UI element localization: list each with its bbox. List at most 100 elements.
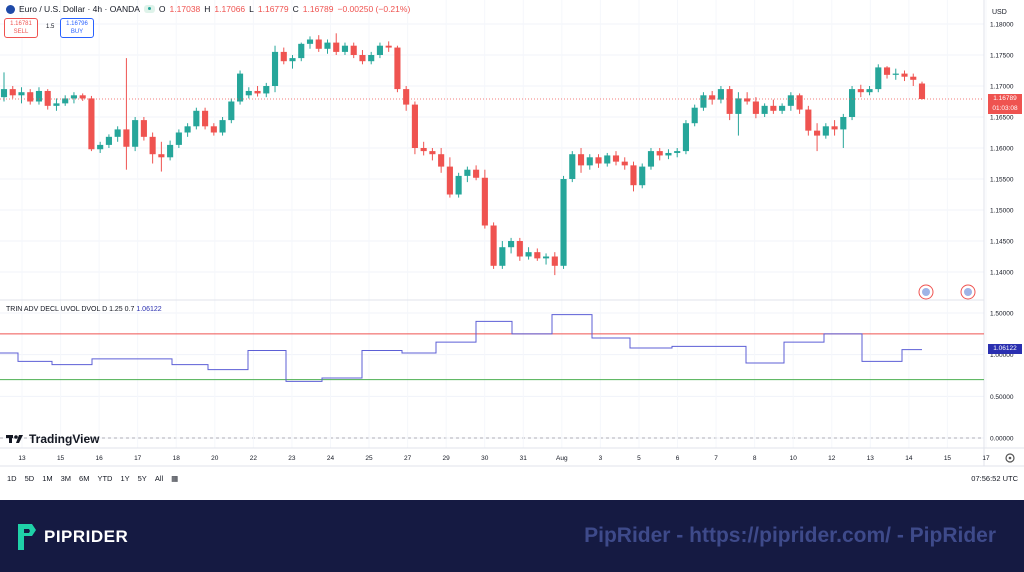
candle-body xyxy=(0,89,8,98)
spread-value: 1.5 xyxy=(46,24,55,30)
time-tick-label: 17 xyxy=(134,455,142,462)
timeframe-3m[interactable]: 3M xyxy=(60,474,72,483)
candle-body xyxy=(700,95,707,108)
candle-body xyxy=(814,130,821,136)
timeframe-1y[interactable]: 1Y xyxy=(120,474,130,483)
indicator-label[interactable]: TRIN ADV DECL UVOL DVOL D 1.25 0.7 xyxy=(6,306,135,313)
piprider-brand: PIPRIDER xyxy=(14,522,128,552)
calendar-icon[interactable]: ▦ xyxy=(171,474,179,483)
candle-body xyxy=(202,110,209,127)
candle-body xyxy=(630,165,637,186)
candle-body xyxy=(639,166,646,186)
buy-label: BUY xyxy=(70,29,84,35)
time-axis[interactable]: 13 15 16 17 18 20 22 23 24 25 27 29 30 31 Aug 3 5 6 7 8 10 12… xyxy=(18,455,990,462)
candle-body xyxy=(805,109,812,131)
event-icon-1[interactable] xyxy=(918,284,934,300)
utc-clock[interactable]: 07:56:52 UTC xyxy=(971,474,1018,483)
candle-body xyxy=(656,151,663,156)
candle-body xyxy=(97,144,104,150)
timeframe-1m[interactable]: 1M xyxy=(42,474,53,483)
candle-body xyxy=(368,55,375,62)
candle-body xyxy=(114,129,121,137)
candle-body xyxy=(717,89,724,100)
sell-button[interactable]: 1.16781 SELL xyxy=(4,18,38,38)
candle-body xyxy=(840,117,847,130)
candle-body xyxy=(674,151,681,153)
candle-body xyxy=(306,39,314,44)
candle-body xyxy=(726,89,733,114)
candle-body xyxy=(473,169,480,178)
candle-body xyxy=(577,154,585,166)
timeframe-5d[interactable]: 5D xyxy=(24,474,35,483)
indicator-value: 1.06122 xyxy=(136,306,162,313)
candle-body xyxy=(341,45,349,52)
price-axis[interactable]: 1.18000 1.17500 1.17000 1.16500 1.16000 1.155… xyxy=(990,22,1014,443)
price-tick-label: 1.14000 xyxy=(990,270,1014,277)
tradingview-logo-text: TradingView xyxy=(29,432,100,446)
candle-body xyxy=(9,89,16,96)
time-tick-label: 14 xyxy=(905,455,913,462)
timeframe-5y[interactable]: 5Y xyxy=(137,474,147,483)
price-tick-label: 1.15000 xyxy=(990,208,1014,215)
buy-price: 1.16796 xyxy=(66,21,88,27)
candle-body xyxy=(254,90,261,94)
symbol-header[interactable]: Euro / U.S. Dollar · 4h · OANDA O 1.17038… xyxy=(6,4,410,14)
open-label: O xyxy=(158,4,166,14)
candle-body xyxy=(787,95,794,106)
eur-usd-flag-icon xyxy=(6,4,15,14)
candle-body xyxy=(709,95,716,100)
high-value: 1.17066 xyxy=(214,4,246,14)
candle-body xyxy=(70,95,78,99)
timeframe-all[interactable]: All xyxy=(154,474,164,483)
trin-line xyxy=(0,314,922,382)
candle-body xyxy=(403,89,410,105)
current-price-value: 1.16789 xyxy=(993,95,1017,102)
price-tick-label: 1.17500 xyxy=(990,53,1014,60)
symbol-name[interactable]: Euro / U.S. Dollar · 4h · OANDA xyxy=(19,4,140,14)
candle-body xyxy=(140,120,147,137)
candle-body xyxy=(647,151,655,167)
candle-body xyxy=(123,129,130,147)
candle-body xyxy=(376,45,384,55)
currency-label[interactable]: USD xyxy=(992,9,1007,16)
indicator-tick-label: 1.00000 xyxy=(990,352,1014,359)
indicator-tick-label: 1.50000 xyxy=(990,311,1014,318)
candle-body xyxy=(35,90,43,102)
candle-body xyxy=(481,177,488,226)
visibility-icon[interactable] xyxy=(143,5,155,13)
indicator-legend[interactable]: TRIN ADV DECL UVOL DVOL D 1.25 0.7 1.061… xyxy=(6,306,162,313)
candle-body xyxy=(779,105,786,111)
tradingview-icon xyxy=(6,435,23,443)
high-label: H xyxy=(204,4,211,14)
timeframe-1d[interactable]: 1D xyxy=(7,474,17,483)
time-tick-label: 20 xyxy=(211,455,219,462)
candle-body xyxy=(62,98,69,104)
price-tick-label: 1.15500 xyxy=(990,177,1014,184)
time-tick-label: 17 xyxy=(982,455,990,462)
candle-body xyxy=(149,136,156,155)
candle-body xyxy=(866,89,873,93)
time-tick-label: 15 xyxy=(944,455,952,462)
candle-body xyxy=(385,45,392,48)
candle-body xyxy=(455,175,462,195)
candle-body xyxy=(27,92,34,102)
price-tick-label: 1.16500 xyxy=(990,115,1014,122)
event-icon-2[interactable] xyxy=(960,284,976,300)
indicator-tick-label: 0.00000 xyxy=(990,436,1014,443)
candle-body xyxy=(88,98,95,150)
buy-button[interactable]: 1.16796 BUY xyxy=(60,18,94,38)
timeframe-6m[interactable]: 6M xyxy=(79,474,90,483)
timeframe-selector[interactable]: 1D 5D 1M 3M 6M YTD 1Y 5Y All ▦ xyxy=(7,474,178,483)
timeframe-ytd[interactable]: YTD xyxy=(97,474,113,483)
candle-body xyxy=(892,73,899,75)
tradingview-logo[interactable]: TradingView xyxy=(6,432,99,446)
candle-body xyxy=(420,148,427,152)
candle-body xyxy=(499,247,506,266)
candle-body xyxy=(551,256,558,266)
settings-icon[interactable] xyxy=(1005,453,1015,463)
chart-canvas[interactable]: 1.18000 1.17500 1.17000 1.16500 1.16000 1.155… xyxy=(0,0,1024,500)
brand-name: PIPRIDER xyxy=(44,527,129,546)
candle-body xyxy=(446,166,453,195)
candle-body xyxy=(333,42,340,52)
piprider-logo-icon xyxy=(18,524,36,550)
